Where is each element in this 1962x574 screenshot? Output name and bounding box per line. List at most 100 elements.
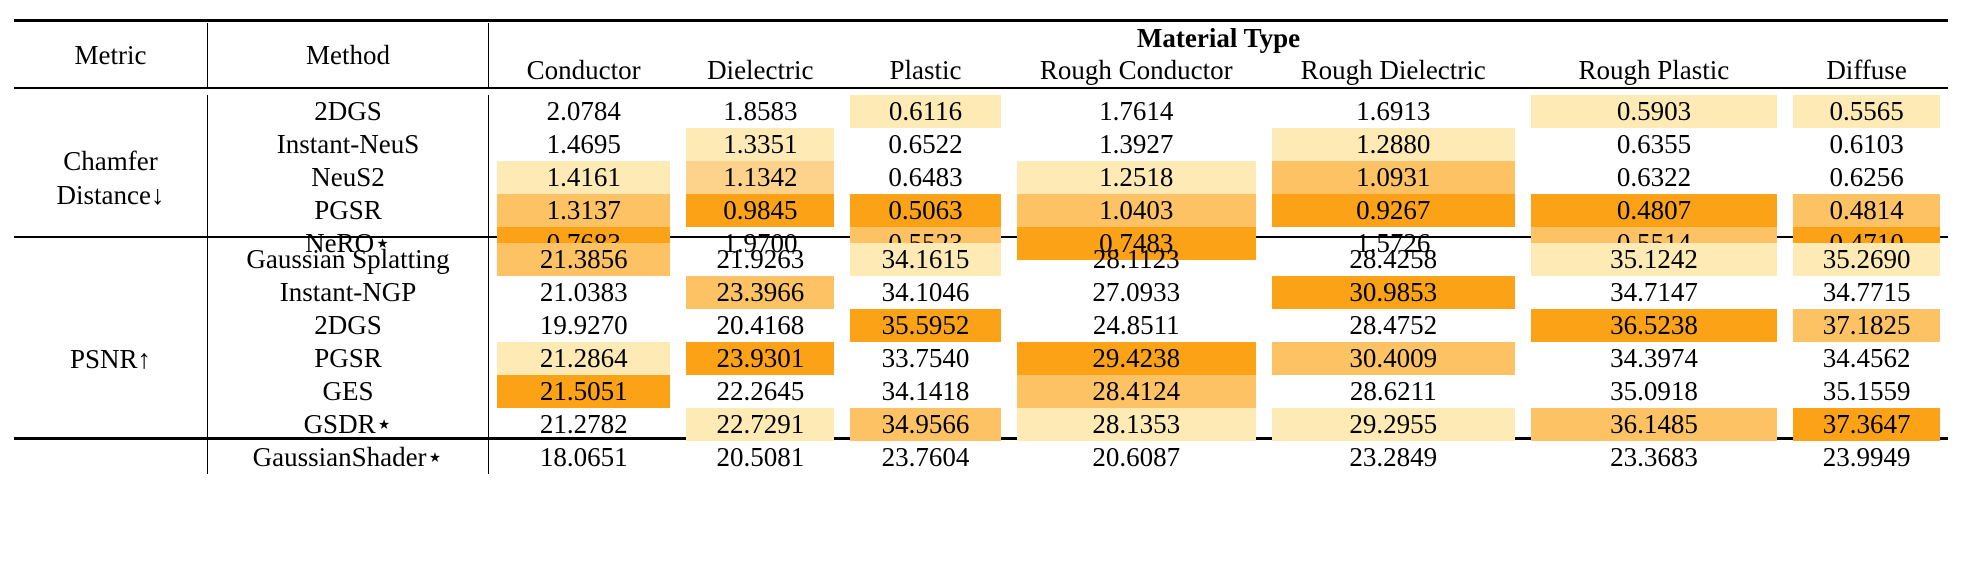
value-text: 1.4161: [497, 161, 671, 194]
value-cell: 21.2864: [489, 342, 679, 375]
table-row: Chamfer Distance↓ 2DGS 2.0784 1.8583 0.6116 1.…: [14, 95, 1948, 260]
value-cell: 34.1046: [842, 276, 1008, 309]
col-header-diffuse: Diffuse: [1826, 55, 1907, 85]
value-text: 30.9853: [1271, 276, 1515, 309]
value-cell: 30.4009: [1264, 342, 1523, 375]
table-row: 2DGS 19.9270 20.4168 35.5952 24.8511 28.4752 3…: [14, 309, 1948, 342]
value-text: 1.7614: [1099, 96, 1174, 126]
value-cell: 1.3137: [489, 194, 679, 227]
value-cell: 19.9270: [489, 309, 679, 342]
value-cell: 23.9949: [1785, 441, 1948, 474]
value-cell: 23.3683: [1523, 441, 1786, 474]
value-text: 20.6087: [1092, 442, 1181, 472]
value-cell: 1.0403: [1009, 194, 1264, 227]
col-header-rough-plastic: Rough Plastic: [1578, 55, 1730, 85]
value-cell: 34.9566: [842, 408, 1008, 441]
value-text: 24.8511: [1092, 310, 1180, 340]
value-cell: 28.1353: [1009, 408, 1264, 441]
table-header: Metric Method Material Type Conductor Di…: [14, 23, 1948, 87]
value-cell: 36.5238: [1523, 309, 1786, 342]
value-cell: 20.5081: [678, 441, 842, 474]
value-cell: 1.4695: [489, 128, 679, 161]
value-cell: 21.9263: [678, 243, 842, 276]
value-cell: 0.5063: [842, 194, 1008, 227]
metric-label: PSNR↑: [69, 343, 152, 374]
value-text: 22.7291: [686, 408, 835, 441]
value-text: 23.3683: [1610, 442, 1698, 472]
value-text: 35.2690: [1793, 243, 1940, 276]
value-text: 0.6483: [888, 162, 963, 192]
value-text: 0.4814: [1793, 194, 1940, 227]
value-cell: 0.6256: [1785, 161, 1948, 194]
value-cell: 1.0931: [1264, 161, 1523, 194]
value-cell: 21.5051: [489, 375, 679, 408]
value-text: 0.6256: [1829, 162, 1904, 192]
metric-label: Distance↓: [56, 179, 165, 210]
value-cell: 1.7614: [1009, 95, 1264, 128]
value-text: 1.2518: [1016, 161, 1256, 194]
value-text: 36.1485: [1530, 408, 1778, 441]
value-cell: 0.4814: [1785, 194, 1948, 227]
value-text: 36.5238: [1530, 309, 1778, 342]
value-cell: 1.6913: [1264, 95, 1523, 128]
method-cell: GES: [207, 375, 490, 408]
value-text: 1.0931: [1271, 161, 1515, 194]
value-cell: 2.0784: [489, 95, 679, 128]
method-cell: 2DGS: [207, 95, 490, 128]
value-cell: 1.5726: [1264, 227, 1523, 260]
value-text: 37.1825: [1793, 309, 1940, 342]
value-text: 20.5081: [716, 442, 805, 472]
value-cell: 29.4238: [1009, 342, 1264, 375]
metric-cell: PSNR↑: [14, 243, 209, 474]
value-cell: 23.9301: [678, 342, 842, 375]
header-rule: [14, 87, 1948, 89]
value-text: 28.6211: [1349, 376, 1437, 406]
value-text: 35.5952: [850, 309, 1001, 342]
value-text: 29.4238: [1016, 342, 1256, 375]
metric-cell: Chamfer Distance↓: [14, 95, 209, 260]
value-cell: 28.6211: [1264, 375, 1523, 408]
value-cell: 22.7291: [678, 408, 842, 441]
table-row: PGSR 1.3137 0.9845 0.5063 1.0403 0.9267 0.4807…: [14, 194, 1948, 227]
value-cell: 0.5565: [1785, 95, 1948, 128]
value-text: 0.5063: [850, 194, 1001, 227]
value-cell: 34.7715: [1785, 276, 1948, 309]
value-cell: 24.8511: [1009, 309, 1264, 342]
value-cell: 23.7604: [842, 441, 1008, 474]
value-cell: 0.6322: [1523, 161, 1786, 194]
value-text: 34.3974: [1610, 343, 1698, 373]
value-text: 1.9700: [723, 228, 798, 258]
value-text: 28.1353: [1016, 408, 1256, 441]
value-text: 28.4258: [1349, 244, 1438, 274]
value-cell: 18.0651: [489, 441, 679, 474]
value-text: 21.2782: [539, 409, 628, 439]
value-text: 29.2955: [1271, 408, 1515, 441]
value-text: 35.0918: [1610, 376, 1698, 406]
value-text: 34.7147: [1610, 277, 1698, 307]
method-cell: PGSR: [207, 194, 490, 227]
table-row: PGSR 21.2864 23.9301 33.7540 29.4238 30.4009 3…: [14, 342, 1948, 375]
value-cell: 0.6116: [842, 95, 1008, 128]
method-cell: Instant-NeuS: [207, 128, 490, 161]
col-header-rough-conductor: Rough Conductor: [1039, 55, 1233, 85]
value-cell: 33.7540: [842, 342, 1008, 375]
value-text: 35.1559: [1822, 376, 1911, 406]
method-cell: GSDR⋆: [207, 408, 490, 441]
value-text: 0.9267: [1271, 194, 1515, 227]
value-text: 1.2880: [1271, 128, 1515, 161]
value-cell: 34.1615: [842, 243, 1008, 276]
table-row: GSDR⋆ 21.2782 22.7291 34.9566 28.1353 29.2955…: [14, 408, 1948, 441]
value-text: 22.2645: [716, 376, 805, 406]
value-cell: 21.2782: [489, 408, 679, 441]
value-text: 0.6355: [1616, 129, 1692, 159]
value-cell: 20.4168: [678, 309, 842, 342]
value-text: 33.7540: [881, 343, 970, 373]
value-text: 30.4009: [1271, 342, 1515, 375]
value-text: 28.4752: [1349, 310, 1438, 340]
value-text: 23.3966: [686, 276, 835, 309]
value-text: 18.0651: [539, 442, 628, 472]
value-text: 28.4124: [1016, 375, 1256, 408]
value-text: 23.7604: [881, 442, 970, 472]
value-cell: 29.2955: [1264, 408, 1523, 441]
value-text: 0.7483: [1016, 227, 1256, 260]
